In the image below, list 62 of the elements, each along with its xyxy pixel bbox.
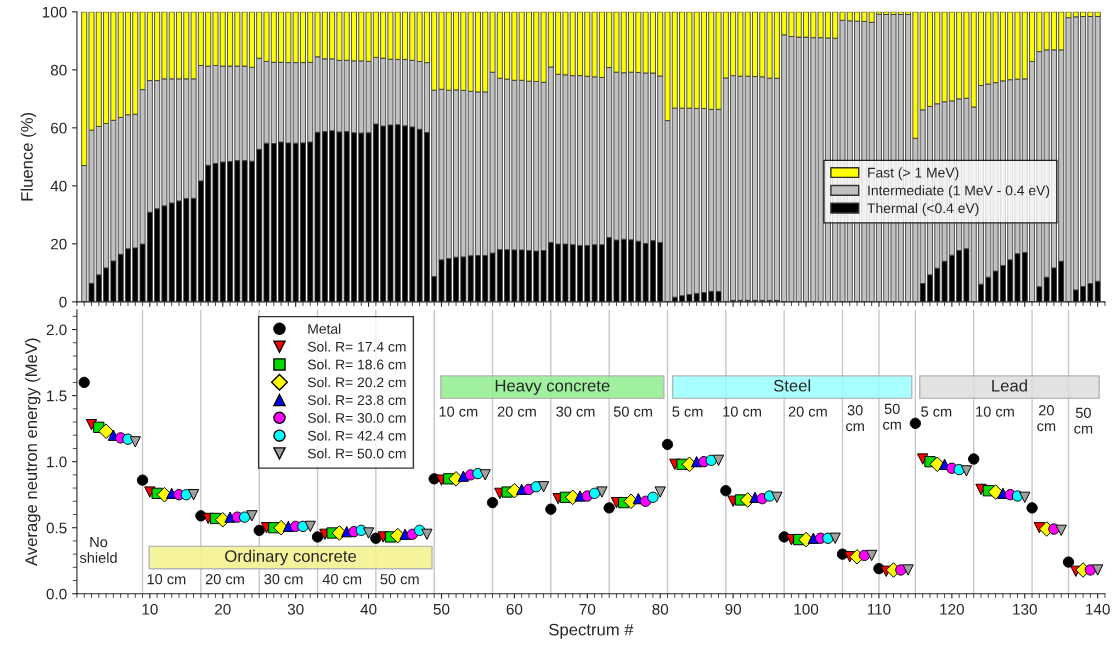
annotation: 20 cm [205, 574, 244, 585]
x-tick-label: 80 [652, 603, 669, 615]
y-axis-title: Fluence (%) [20, 112, 37, 201]
annotation: 20 cm [497, 406, 536, 417]
annotation: 5 cm [672, 406, 703, 417]
y-tick-label: 1.0 [47, 456, 67, 468]
annotation: 30 cm [556, 406, 595, 417]
x-tick-label: 90 [725, 603, 742, 615]
legend-label: Sol. R= 18.6 cm [307, 359, 406, 370]
y-tick-label: 40 [50, 180, 67, 192]
y-tick-label: 100 [42, 6, 67, 18]
y-tick-label: 0.5 [46, 522, 67, 534]
x-tick-label: 140 [1086, 603, 1110, 615]
x-tick-label: 100 [794, 603, 819, 615]
legend-label: Sol. R= 50.0 cm [307, 448, 406, 459]
legend-label: Metal [308, 323, 341, 334]
legend-label: Thermal (<0.4 eV) [867, 202, 979, 216]
annotation: No shield [79, 537, 117, 563]
annotation: 10 cm [976, 406, 1014, 417]
legend-label: Sol. R= 30.0 cm [307, 412, 406, 423]
y-tick-label: 60 [51, 122, 67, 134]
band-label: Heavy concrete [495, 379, 610, 395]
legend-label: Sol. R= 17.4 cm [307, 341, 406, 352]
annotation: 20 cm [1037, 405, 1056, 432]
y-tick-label: 20 [50, 238, 67, 250]
legend-label: Sol. R= 42.4 cm [307, 430, 406, 441]
annotation: 50 cm [883, 403, 901, 430]
legend-label: Sol. R= 23.8 cm [307, 394, 406, 406]
y-tick-label: 80 [50, 64, 67, 76]
band-label: Steel [773, 379, 811, 392]
x-tick-label: 60 [506, 603, 523, 615]
annotation: 10 cm [723, 406, 761, 417]
x-axis-title: Spectrum # [549, 623, 634, 639]
x-tick-label: 10 [142, 603, 158, 615]
annotation: 50 cm [1074, 407, 1093, 434]
legend-label: Sol. R= 20.2 cm [307, 377, 406, 388]
x-tick-label: 20 [215, 603, 231, 615]
x-tick-label: 110 [867, 603, 891, 615]
annotation: 30 cm [846, 405, 864, 432]
x-tick-label: 130 [1013, 603, 1037, 615]
y-tick-label: 0.0 [46, 588, 67, 600]
annotation: 10 cm [439, 406, 478, 417]
x-tick-label: 70 [579, 603, 596, 615]
x-tick-label: 40 [360, 603, 377, 615]
band-label: Ordinary concrete [225, 549, 357, 566]
x-tick-label: 30 [287, 603, 304, 615]
annotation: 20 cm [788, 406, 827, 417]
annotation: 30 cm [264, 574, 303, 585]
y-tick-label: 0 [59, 296, 67, 308]
band-label: Lead [992, 379, 1027, 392]
y-tick-label: 1.5 [47, 390, 67, 402]
annotation: 10 cm [147, 574, 186, 585]
annotation: 50 cm [613, 406, 652, 417]
annotation: 40 cm [322, 574, 362, 585]
legend-label: Intermediate (1 MeV - 0.4 eV) [868, 185, 1050, 199]
y-tick-label: 2.0 [46, 324, 67, 336]
legend-label: Fast (> 1 MeV) [868, 167, 959, 181]
annotation: 50 cm [380, 574, 419, 585]
x-tick-label: 50 [433, 603, 450, 615]
x-tick-label: 120 [940, 603, 964, 615]
annotation: 5 cm [921, 406, 952, 417]
y-axis-title: Average neutron energy (MeV) [24, 338, 41, 566]
